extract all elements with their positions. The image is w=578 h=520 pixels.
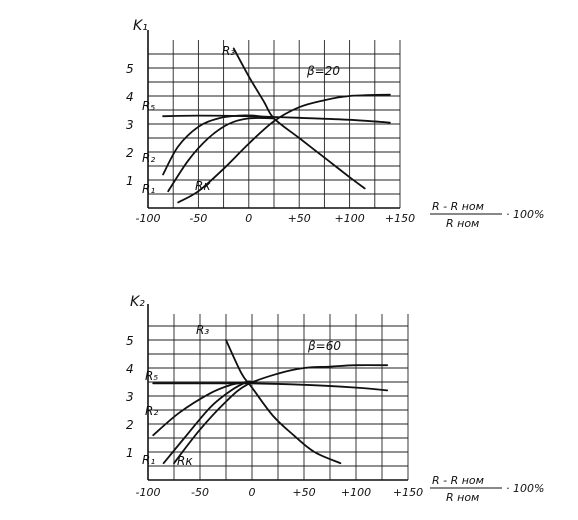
y-tick-label: 4 <box>126 90 134 104</box>
x-tick-label: 0 <box>245 212 252 225</box>
x-tick-label: +50 <box>292 486 315 499</box>
series-line-3 <box>162 114 265 176</box>
x-tick-label: -100 <box>136 486 161 499</box>
x-tick-label: +100 <box>334 212 364 225</box>
x-tick-label: +100 <box>341 486 371 499</box>
series-line-4 <box>167 117 275 193</box>
series-line-5 <box>173 364 389 465</box>
series-label: R₂ <box>145 404 158 418</box>
series-label: R₁ <box>142 182 155 196</box>
x-tick-label: +150 <box>393 486 423 499</box>
series-line-1 <box>232 47 366 190</box>
y-tick-label: 3 <box>126 390 134 404</box>
x-tick-label: +50 <box>288 212 311 225</box>
chart-k2: 1 2 3 4 5 -100 -50 0 +50 +100 +150 K₂ R - R ном R ном… <box>126 294 544 504</box>
series-line-1 <box>225 339 342 465</box>
x-axis-label-suffix: · 100% <box>506 482 544 495</box>
y-axis-label: K₂ <box>130 294 145 310</box>
series-label: R₃ <box>196 323 209 337</box>
y-tick-label: 1 <box>126 446 134 460</box>
beta-annotation: β=20 <box>306 64 340 78</box>
y-tick-label: 2 <box>126 146 134 160</box>
x-axis-label-suffix: · 100% <box>506 208 544 221</box>
grid <box>147 314 409 481</box>
x-axis-label-numerator: R - R ном <box>432 474 484 487</box>
series-label: R₂ <box>142 151 155 165</box>
x-axis-label: R - R ном R ном · 100% <box>430 200 544 230</box>
beta-annotation: β=60 <box>307 339 341 353</box>
y-tick-label: 2 <box>126 418 134 432</box>
series-label: R₅ <box>142 99 155 113</box>
series-label: R₅ <box>145 369 158 383</box>
series-label: Rк <box>177 454 193 468</box>
series-label: R₁ <box>142 453 155 467</box>
x-axis-label: R - R ном R ном · 100% <box>430 474 544 504</box>
series-line-2 <box>162 114 391 124</box>
x-tick-label: -100 <box>136 212 161 225</box>
grid <box>147 40 401 209</box>
y-axis-label: K₁ <box>133 18 148 34</box>
x-axis-label-denominator: R ном <box>446 217 479 230</box>
y-tick-label: 3 <box>126 118 134 132</box>
series-line-5 <box>177 93 391 204</box>
series-label: R₃ <box>222 44 235 58</box>
x-tick-label: 0 <box>249 486 256 499</box>
y-tick-label: 5 <box>126 334 134 348</box>
series-line-2 <box>152 382 389 392</box>
x-axis-label-denominator: R ном <box>446 491 479 504</box>
x-tick-label: -50 <box>191 486 209 499</box>
y-tick-label: 5 <box>126 62 134 76</box>
y-tick-label: 1 <box>126 174 134 188</box>
series-line-4 <box>162 380 253 465</box>
y-tick-label: 4 <box>126 362 134 376</box>
x-tick-label: +150 <box>385 212 415 225</box>
x-tick-label: -50 <box>189 212 207 225</box>
x-axis-label-numerator: R - R ном <box>432 200 484 213</box>
chart-k1: 1 2 3 4 5 -100 -50 0 +50 +100 +150 K₁ R - R ном R ном… <box>126 18 544 230</box>
series-label: Rк <box>195 179 211 193</box>
